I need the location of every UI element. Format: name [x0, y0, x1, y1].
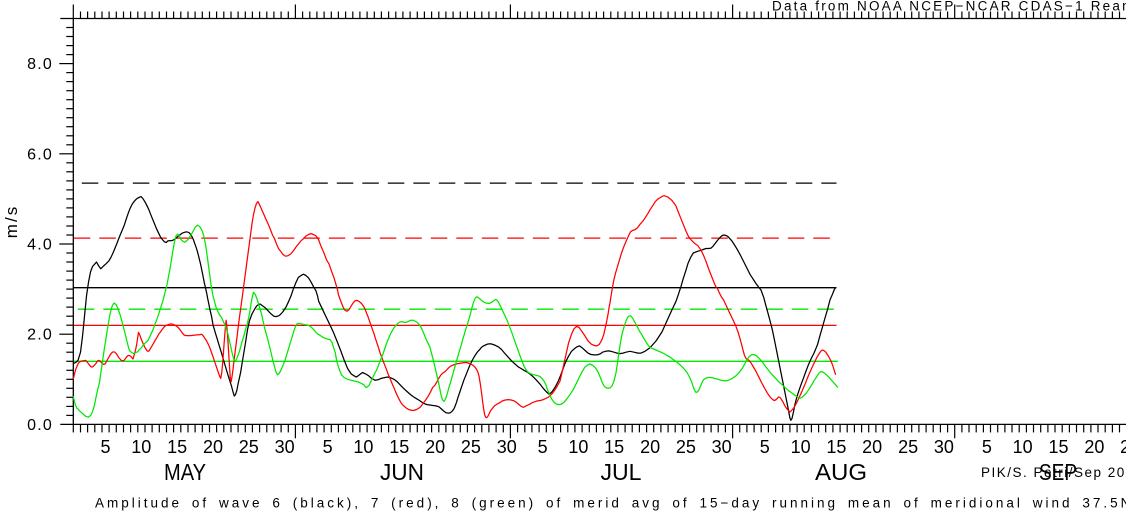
svg-text:25: 25: [676, 437, 696, 457]
svg-text:30: 30: [712, 437, 732, 457]
svg-text:5: 5: [538, 437, 548, 457]
svg-text:15: 15: [826, 437, 846, 457]
svg-text:MAY: MAY: [164, 459, 206, 485]
svg-text:5: 5: [982, 437, 992, 457]
svg-text:5: 5: [100, 437, 110, 457]
svg-text:15: 15: [389, 437, 409, 457]
svg-text:25: 25: [461, 437, 481, 457]
svg-text:15: 15: [167, 437, 187, 457]
svg-text:Data from NOAA NCEP−NCAR CDAS−: Data from NOAA NCEP−NCAR CDAS−1 Reanalys…: [772, 0, 1126, 14]
svg-text:25: 25: [239, 437, 259, 457]
svg-text:25: 25: [1120, 437, 1126, 457]
svg-text:10: 10: [353, 437, 373, 457]
svg-text:JUL: JUL: [601, 459, 642, 485]
svg-text:4.0: 4.0: [27, 237, 53, 254]
svg-text:AUG: AUG: [815, 459, 867, 485]
svg-text:8.0: 8.0: [27, 56, 53, 73]
svg-text:20: 20: [203, 437, 223, 457]
svg-text:15: 15: [1048, 437, 1068, 457]
svg-text:10: 10: [791, 437, 811, 457]
svg-text:30: 30: [934, 437, 954, 457]
svg-text:5: 5: [323, 437, 333, 457]
svg-text:5: 5: [760, 437, 770, 457]
svg-text:SEP: SEP: [1039, 459, 1077, 485]
svg-text:10: 10: [568, 437, 588, 457]
svg-text:JUN: JUN: [380, 459, 424, 485]
svg-text:30: 30: [275, 437, 295, 457]
svg-text:20: 20: [425, 437, 445, 457]
svg-text:10: 10: [1013, 437, 1033, 457]
svg-text:2.0: 2.0: [27, 327, 53, 344]
svg-text:6.0: 6.0: [27, 146, 53, 163]
svg-text:20: 20: [862, 437, 882, 457]
svg-text:m/s: m/s: [2, 205, 21, 238]
svg-text:25: 25: [898, 437, 918, 457]
svg-text:20: 20: [640, 437, 660, 457]
svg-text:Amplitude of wave 6 (black), 7: Amplitude of wave 6 (black), 7 (red), 8 …: [95, 496, 1126, 511]
svg-text:15: 15: [604, 437, 624, 457]
svg-text:0.0: 0.0: [27, 417, 53, 434]
svg-text:PIK/S. Petri/Sep 2023: PIK/S. Petri/Sep 2023: [981, 465, 1126, 480]
svg-text:20: 20: [1084, 437, 1104, 457]
svg-text:30: 30: [497, 437, 517, 457]
svg-text:10: 10: [131, 437, 151, 457]
